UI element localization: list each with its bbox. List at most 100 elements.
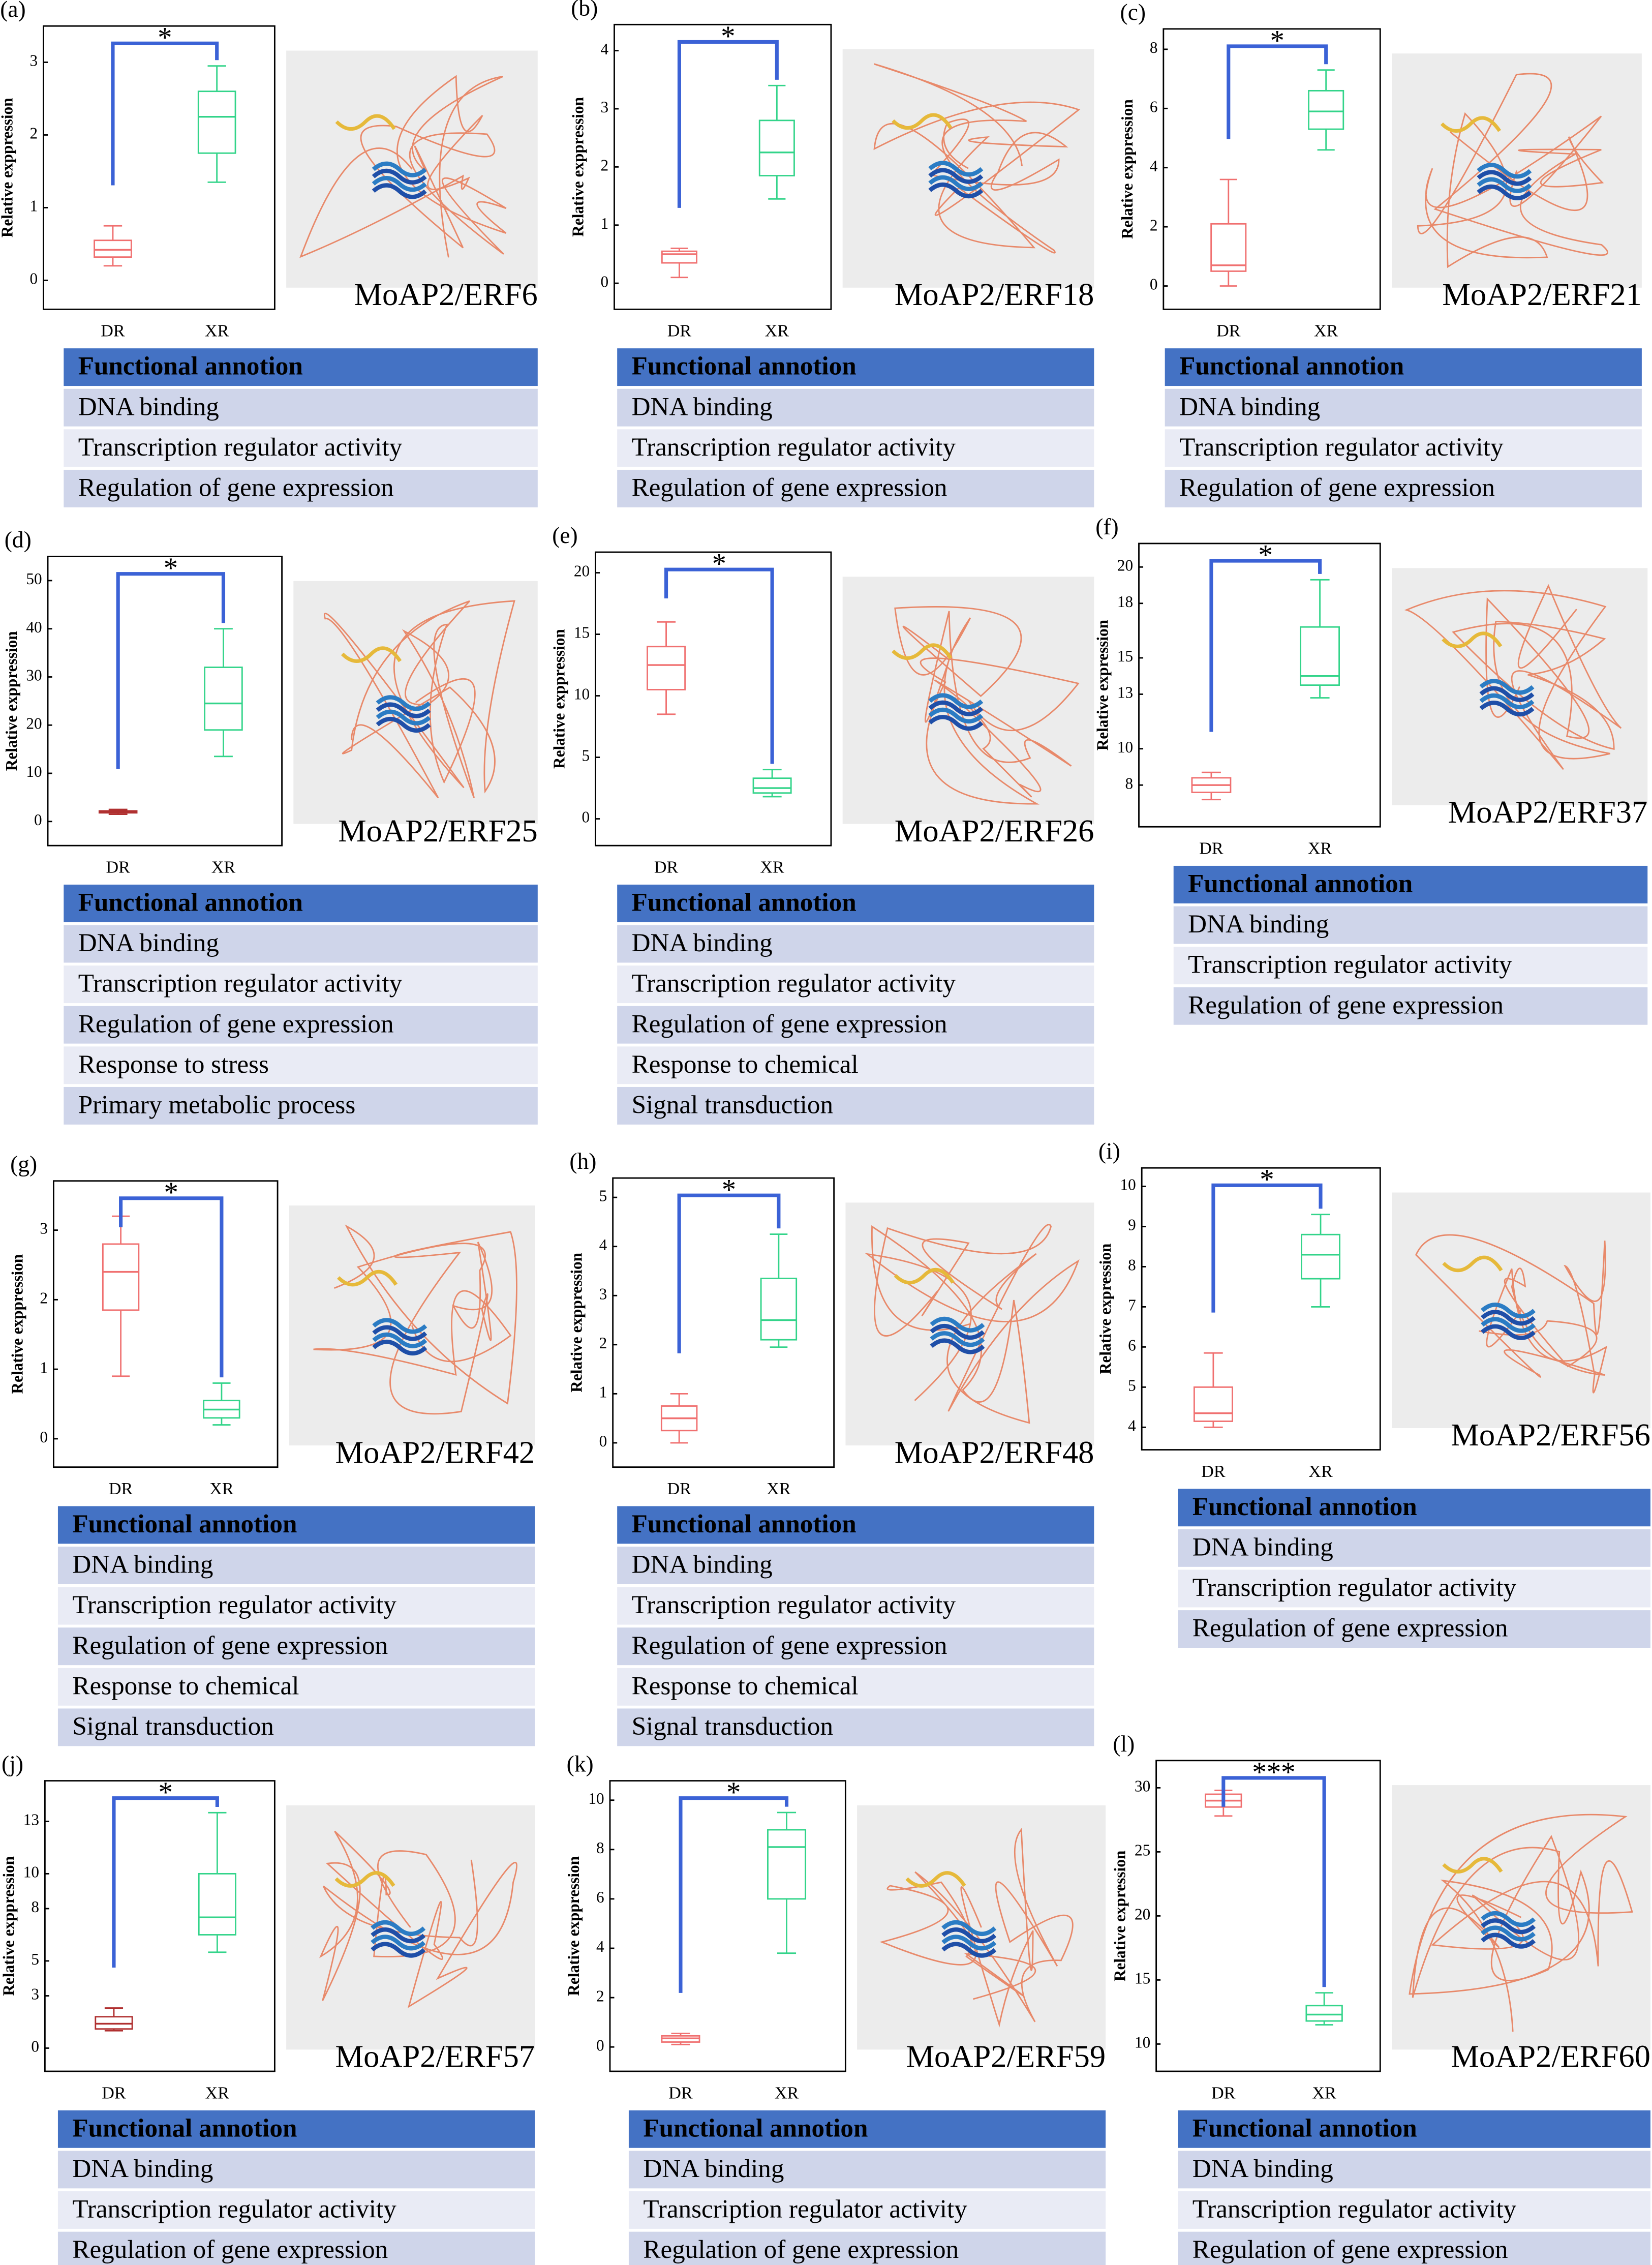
table-row	[64, 1086, 538, 1125]
y-tick-label: 4	[1128, 1416, 1136, 1434]
table-header-text: Functional annotion	[1188, 869, 1413, 898]
protein-helix	[941, 1927, 997, 1944]
significance-bracket	[664, 567, 774, 764]
table-cell: DNA binding	[632, 1550, 773, 1579]
box	[204, 667, 243, 731]
y-tick-label: 6	[596, 1888, 604, 1906]
table-header	[57, 1506, 535, 1544]
structure-image	[1392, 53, 1642, 288]
table-row	[64, 1046, 538, 1084]
table-cell: DNA binding	[632, 928, 773, 957]
y-tick-label: 10	[1117, 738, 1133, 756]
y-tick-label: 2	[596, 1987, 604, 2005]
table-row	[628, 2151, 1106, 2189]
table-header	[57, 2110, 535, 2148]
table-cell: Response to stress	[78, 1050, 269, 1079]
x-tick-label: XR	[1308, 1462, 1333, 1481]
table-row	[57, 1547, 535, 1584]
table-row	[57, 2191, 535, 2229]
protein-segment	[341, 646, 402, 663]
protein-helix	[372, 168, 427, 185]
y-axis-label: Relative exppression	[565, 1856, 583, 1996]
y-tick-label: 8	[1150, 39, 1158, 56]
panel: (d) Relative exppression 0 10 20 30 40 50 DR XR * M…	[3, 527, 538, 1125]
table-cell: DNA binding	[72, 1550, 213, 1579]
y-tick-label: 3	[599, 1285, 607, 1303]
protein-helix	[1479, 686, 1535, 702]
table-cell: Transcription regulator activity	[78, 969, 403, 998]
protein-helix	[372, 183, 427, 199]
protein-coil	[865, 1224, 1080, 1424]
y-tick-label: 6	[1150, 98, 1158, 115]
protein-helix	[371, 1920, 426, 1937]
panel: (b) Relative exppression 0 1 2 3 4 DR XR * MoAP2/E…	[569, 0, 1094, 507]
y-tick-label: 8	[596, 1839, 604, 1857]
box	[1193, 1386, 1233, 1422]
significance-label: *	[158, 1776, 172, 1808]
protein-helix	[1481, 1932, 1536, 1949]
table-cell: Signal transduction	[632, 1090, 833, 1119]
y-tick-label: 10	[1135, 2034, 1150, 2051]
table-row	[57, 2231, 535, 2265]
x-tick-label: DR	[109, 1479, 133, 1498]
gene-name: MoAP2/ERF25	[338, 813, 538, 849]
gene-name: MoAP2/ERF37	[1448, 794, 1648, 830]
table-row	[57, 1708, 535, 1746]
table-cell: Regulation of gene expression	[643, 2235, 959, 2264]
protein-helix	[1481, 1911, 1536, 1927]
table-header-text: Functional annotion	[632, 888, 856, 917]
y-tick-label: 10	[23, 1863, 39, 1881]
plot-frame	[1138, 542, 1381, 828]
table-header	[628, 2110, 1106, 2148]
y-axis-label: Relative expression	[1111, 1851, 1129, 1981]
protein-segment	[1440, 116, 1502, 133]
y-tick-label: 6	[1128, 1337, 1136, 1354]
table-cell: Regulation of gene expression	[1192, 2235, 1508, 2264]
panel-label: (c)	[1120, 0, 1146, 25]
y-tick-label: 5	[582, 747, 590, 765]
panel-label: (g)	[10, 1151, 37, 1177]
panel-label: (f)	[1095, 514, 1118, 539]
significance-label: *	[722, 1174, 736, 1206]
x-tick-label: DR	[667, 322, 692, 341]
box	[661, 250, 697, 264]
protein-segment	[905, 1871, 966, 1888]
y-tick-label: 3	[31, 1985, 39, 2003]
protein-helix	[1477, 184, 1532, 201]
table-cell: Transcription regulator activity	[1188, 950, 1512, 979]
table-row	[617, 1547, 1094, 1584]
panel-label: (j)	[2, 1751, 23, 1777]
protein-helix	[372, 161, 427, 177]
table-cell: DNA binding	[72, 2154, 213, 2183]
box	[94, 239, 132, 258]
panel: (a) Relative exppression 0 1 2 3 DR XR * MoAP2/ER…	[0, 0, 538, 507]
y-tick-label: 0	[29, 270, 38, 288]
x-tick-label: DR	[1211, 2083, 1236, 2102]
protein-helix	[930, 1316, 985, 1333]
table-cell: DNA binding	[1188, 910, 1329, 939]
x-tick-label: DR	[1216, 322, 1241, 341]
panel-label: (d)	[5, 527, 32, 553]
protein-helix	[376, 709, 431, 726]
protein-helix	[1479, 693, 1535, 710]
table-header-text: Functional annotion	[72, 1509, 297, 1538]
protein-helix	[1479, 701, 1535, 717]
table-header	[1178, 1489, 1650, 1527]
y-tick-label: 30	[26, 667, 42, 684]
table-cell: Response to chemical	[632, 1050, 859, 1079]
y-tick-label: 3	[29, 52, 38, 70]
plot-frame	[614, 23, 832, 310]
panel-label: (a)	[0, 0, 25, 22]
significance-bracket	[119, 1196, 224, 1378]
protein-helix	[372, 1318, 427, 1334]
panel: (c) Relative exppression 0 2 4 6 8 DR XR * MoAP2/E…	[1118, 0, 1642, 507]
protein-helix	[1481, 1303, 1536, 1319]
x-tick-label: XR	[765, 322, 789, 341]
y-tick-label: 8	[1125, 774, 1133, 792]
table-row	[617, 388, 1094, 427]
panel-label: (i)	[1098, 1138, 1120, 1164]
protein-coil	[313, 1224, 517, 1415]
table-cell: Signal transduction	[72, 1712, 273, 1741]
protein-coil	[1417, 73, 1608, 268]
